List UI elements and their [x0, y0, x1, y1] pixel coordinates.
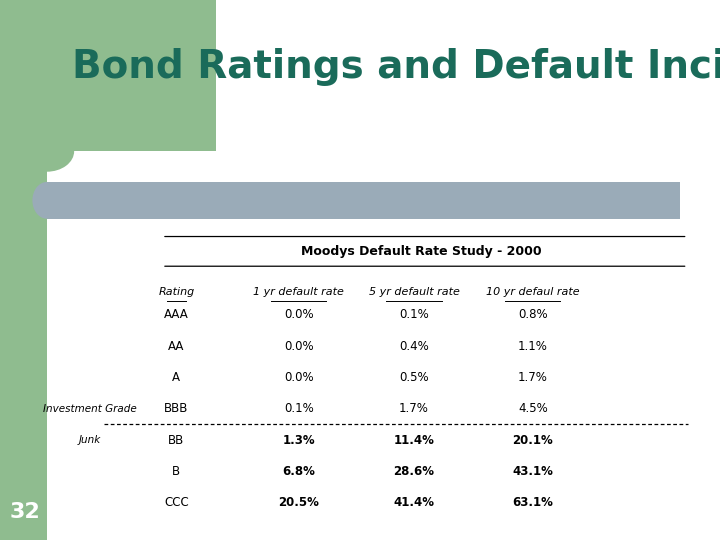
Text: 10 yr defaul rate: 10 yr defaul rate — [486, 287, 580, 297]
Text: B: B — [172, 465, 181, 478]
Text: 32: 32 — [10, 502, 40, 522]
Text: A: A — [172, 371, 181, 384]
Text: 0.1%: 0.1% — [284, 402, 314, 415]
Text: 0.8%: 0.8% — [518, 308, 548, 321]
Text: 41.4%: 41.4% — [394, 496, 434, 509]
Text: BB: BB — [168, 434, 184, 447]
Text: 28.6%: 28.6% — [394, 465, 434, 478]
Text: AAA: AAA — [164, 308, 189, 321]
Text: 0.0%: 0.0% — [284, 371, 314, 384]
Text: 1.1%: 1.1% — [518, 340, 548, 353]
Text: Investment Grade: Investment Grade — [43, 404, 137, 414]
Text: Moodys Default Rate Study - 2000: Moodys Default Rate Study - 2000 — [301, 245, 541, 258]
Text: CCC: CCC — [164, 496, 189, 509]
Text: AA: AA — [168, 340, 184, 353]
Text: 63.1%: 63.1% — [513, 496, 553, 509]
Text: 43.1%: 43.1% — [513, 465, 553, 478]
Text: BBB: BBB — [164, 402, 189, 415]
Text: 0.5%: 0.5% — [399, 371, 429, 384]
Text: Junk: Junk — [79, 435, 101, 445]
Text: Bond Ratings and Default Incidence: Bond Ratings and Default Incidence — [72, 49, 720, 86]
Text: 20.1%: 20.1% — [513, 434, 553, 447]
Text: 11.4%: 11.4% — [394, 434, 434, 447]
Text: 6.8%: 6.8% — [282, 465, 315, 478]
Text: 0.0%: 0.0% — [284, 308, 314, 321]
Text: 4.5%: 4.5% — [518, 402, 548, 415]
Text: 0.4%: 0.4% — [399, 340, 429, 353]
Text: 20.5%: 20.5% — [279, 496, 319, 509]
Text: Rating: Rating — [158, 287, 194, 297]
Text: 1.7%: 1.7% — [399, 402, 429, 415]
Text: 1.7%: 1.7% — [518, 371, 548, 384]
Text: 1 yr default rate: 1 yr default rate — [253, 287, 344, 297]
Text: 0.1%: 0.1% — [399, 308, 429, 321]
Text: 1.3%: 1.3% — [282, 434, 315, 447]
Text: 5 yr default rate: 5 yr default rate — [369, 287, 459, 297]
Text: 0.0%: 0.0% — [284, 340, 314, 353]
